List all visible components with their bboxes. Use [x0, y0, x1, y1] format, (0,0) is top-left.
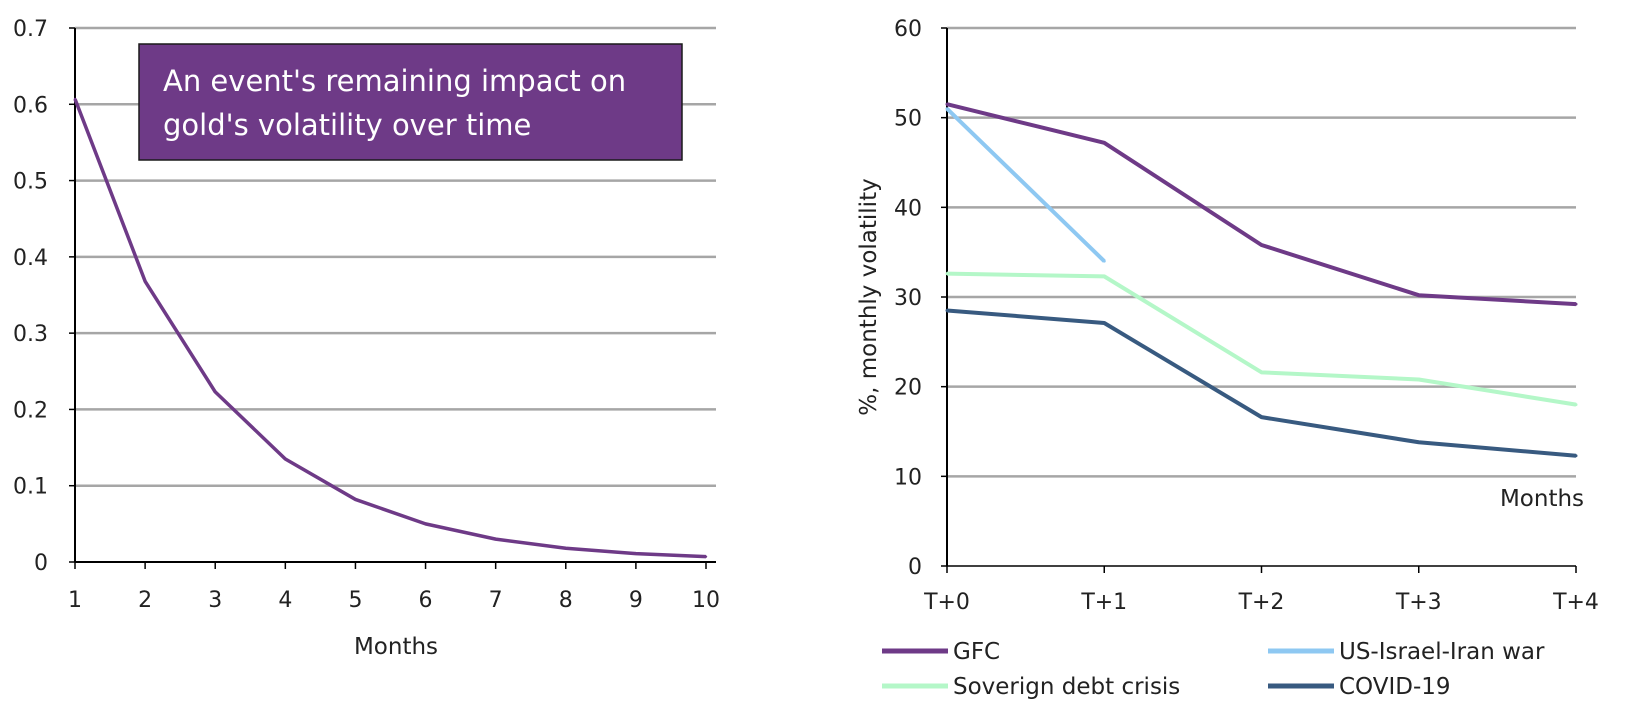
legend-item-soverign-debt-crisis: Soverign debt crisis	[882, 674, 1180, 700]
data-point-soverign-debt-crisis	[945, 272, 949, 276]
left-x-tick-label: 2	[138, 588, 152, 613]
data-point-soverign-debt-crisis	[1417, 377, 1421, 381]
right-chart: 0 10 20 30 40 50 60 T+0 T+1 T+2 T+3 T+4 Months %, …	[856, 17, 1599, 700]
right-y-tick-label: 30	[894, 286, 922, 311]
left-x-tick-label: 1	[68, 588, 82, 613]
right-y-tick-label: 0	[908, 555, 922, 580]
right-y-tick-label: 40	[894, 196, 922, 221]
right-y-tick-label: 20	[894, 376, 922, 401]
data-point-gfc	[1102, 141, 1106, 145]
right-y-tick-labels: 0 10 20 30 40 50 60	[894, 17, 922, 580]
left-x-tick-label: 8	[559, 588, 573, 613]
left-data-point	[424, 522, 427, 526]
right-x-ticks	[946, 566, 1577, 573]
legend-label-covid-19: COVID-19	[1339, 674, 1451, 700]
annotation-line-1: An event's remaining impact on	[163, 64, 626, 98]
left-y-tick-labels: 0 0.1 0.2 0.3 0.4 0.5 0.6 0.7	[13, 17, 48, 576]
left-series-line	[73, 98, 707, 559]
right-x-tick-label: T+0	[923, 590, 970, 615]
data-point-covid-19	[1417, 440, 1421, 444]
left-y-tick-label: 0.6	[13, 93, 48, 118]
data-point-covid-19	[1574, 454, 1578, 458]
left-x-tick-label: 9	[629, 588, 643, 613]
right-y-tick-label: 60	[894, 17, 922, 42]
right-x-tick-label: T+2	[1238, 590, 1285, 615]
data-point-soverign-debt-crisis	[1260, 370, 1263, 374]
left-x-tick-labels: 1 2 3 4 5 6 7 8 9 10	[68, 588, 720, 613]
series-line-soverign-debt-crisis	[946, 271, 1577, 407]
legend-item-covid-19: COVID-19	[1268, 674, 1451, 700]
left-x-tick-label: 3	[208, 588, 222, 613]
left-data-point	[634, 552, 638, 555]
right-x-tick-labels: T+0 T+1 T+2 T+3 T+4	[923, 590, 1599, 615]
data-point-covid-19	[1260, 415, 1263, 419]
data-point-gfc	[1260, 243, 1263, 247]
left-x-ticks	[74, 562, 707, 569]
right-x-tick-label: T+1	[1080, 590, 1127, 615]
left-x-tick-label: 6	[419, 588, 433, 613]
right-series	[945, 102, 1578, 458]
left-data-point	[494, 537, 497, 541]
left-x-tick-label: 7	[489, 588, 503, 613]
data-point-covid-19	[1102, 321, 1106, 325]
left-data-point	[143, 280, 147, 283]
right-x-axis-title: Months	[1500, 486, 1584, 512]
data-point-us-israel-iran-war	[1102, 259, 1106, 263]
left-x-axis-title: Months	[354, 634, 438, 660]
data-point-covid-19	[945, 308, 949, 312]
legend-label-gfc: GFC	[953, 639, 1000, 665]
legend-label-us-israel-iran-war: US-Israel-Iran war	[1339, 639, 1545, 665]
right-y-axis-title: %, monthly volatility	[856, 178, 882, 415]
right-grid	[941, 26, 1576, 567]
left-data-point	[354, 498, 357, 501]
left-data-point	[704, 555, 708, 558]
data-point-gfc	[1574, 302, 1578, 306]
left-data-point	[73, 97, 77, 101]
right-x-tick-label: T+3	[1395, 590, 1442, 615]
legend-item-gfc: GFC	[882, 639, 1000, 665]
left-y-tick-label: 0.1	[13, 475, 48, 500]
left-y-tick-label: 0.3	[13, 322, 48, 347]
left-data-point	[284, 457, 287, 461]
left-x-tick-label: 4	[278, 588, 292, 613]
data-point-gfc	[1417, 293, 1421, 297]
data-point-soverign-debt-crisis	[1574, 403, 1578, 407]
left-y-tick-label: 0.4	[13, 246, 48, 271]
left-data-point	[564, 547, 567, 550]
annotation-box: An event's remaining impact on gold's vo…	[138, 43, 683, 161]
right-y-tick-label: 50	[894, 107, 922, 132]
left-chart: 0 0.1 0.2 0.3 0.4 0.5 0.6 0.7 1 2 3 4 5 6 7 8 9 10 An ev…	[13, 17, 720, 660]
left-y-tick-label: 0.7	[13, 17, 48, 42]
right-x-tick-label: T+4	[1552, 590, 1599, 615]
series-line-covid-19	[946, 308, 1577, 458]
legend-label-soverign-debt-crisis: Soverign debt crisis	[953, 674, 1180, 700]
left-x-tick-label: 5	[348, 588, 362, 613]
legend-item-us-israel-iran-war: US-Israel-Iran war	[1268, 639, 1545, 665]
annotation-background	[138, 43, 683, 161]
legend: GFC US-Israel-Iran war Soverign debt cri…	[882, 639, 1545, 700]
data-point-us-israel-iran-war	[945, 107, 949, 111]
left-x-tick-label: 10	[692, 588, 720, 613]
annotation-line-2: gold's volatility over time	[163, 108, 531, 142]
left-y-tick-label: 0	[34, 551, 48, 576]
left-y-tick-label: 0.2	[13, 398, 48, 423]
left-data-point	[214, 390, 217, 394]
left-axes	[74, 28, 716, 563]
data-point-gfc	[945, 102, 949, 106]
right-y-tick-label: 10	[894, 465, 922, 490]
left-y-tick-label: 0.5	[13, 170, 48, 195]
data-point-soverign-debt-crisis	[1102, 274, 1106, 278]
left-series	[73, 97, 708, 559]
series-line-us-israel-iran-war	[945, 107, 1106, 263]
